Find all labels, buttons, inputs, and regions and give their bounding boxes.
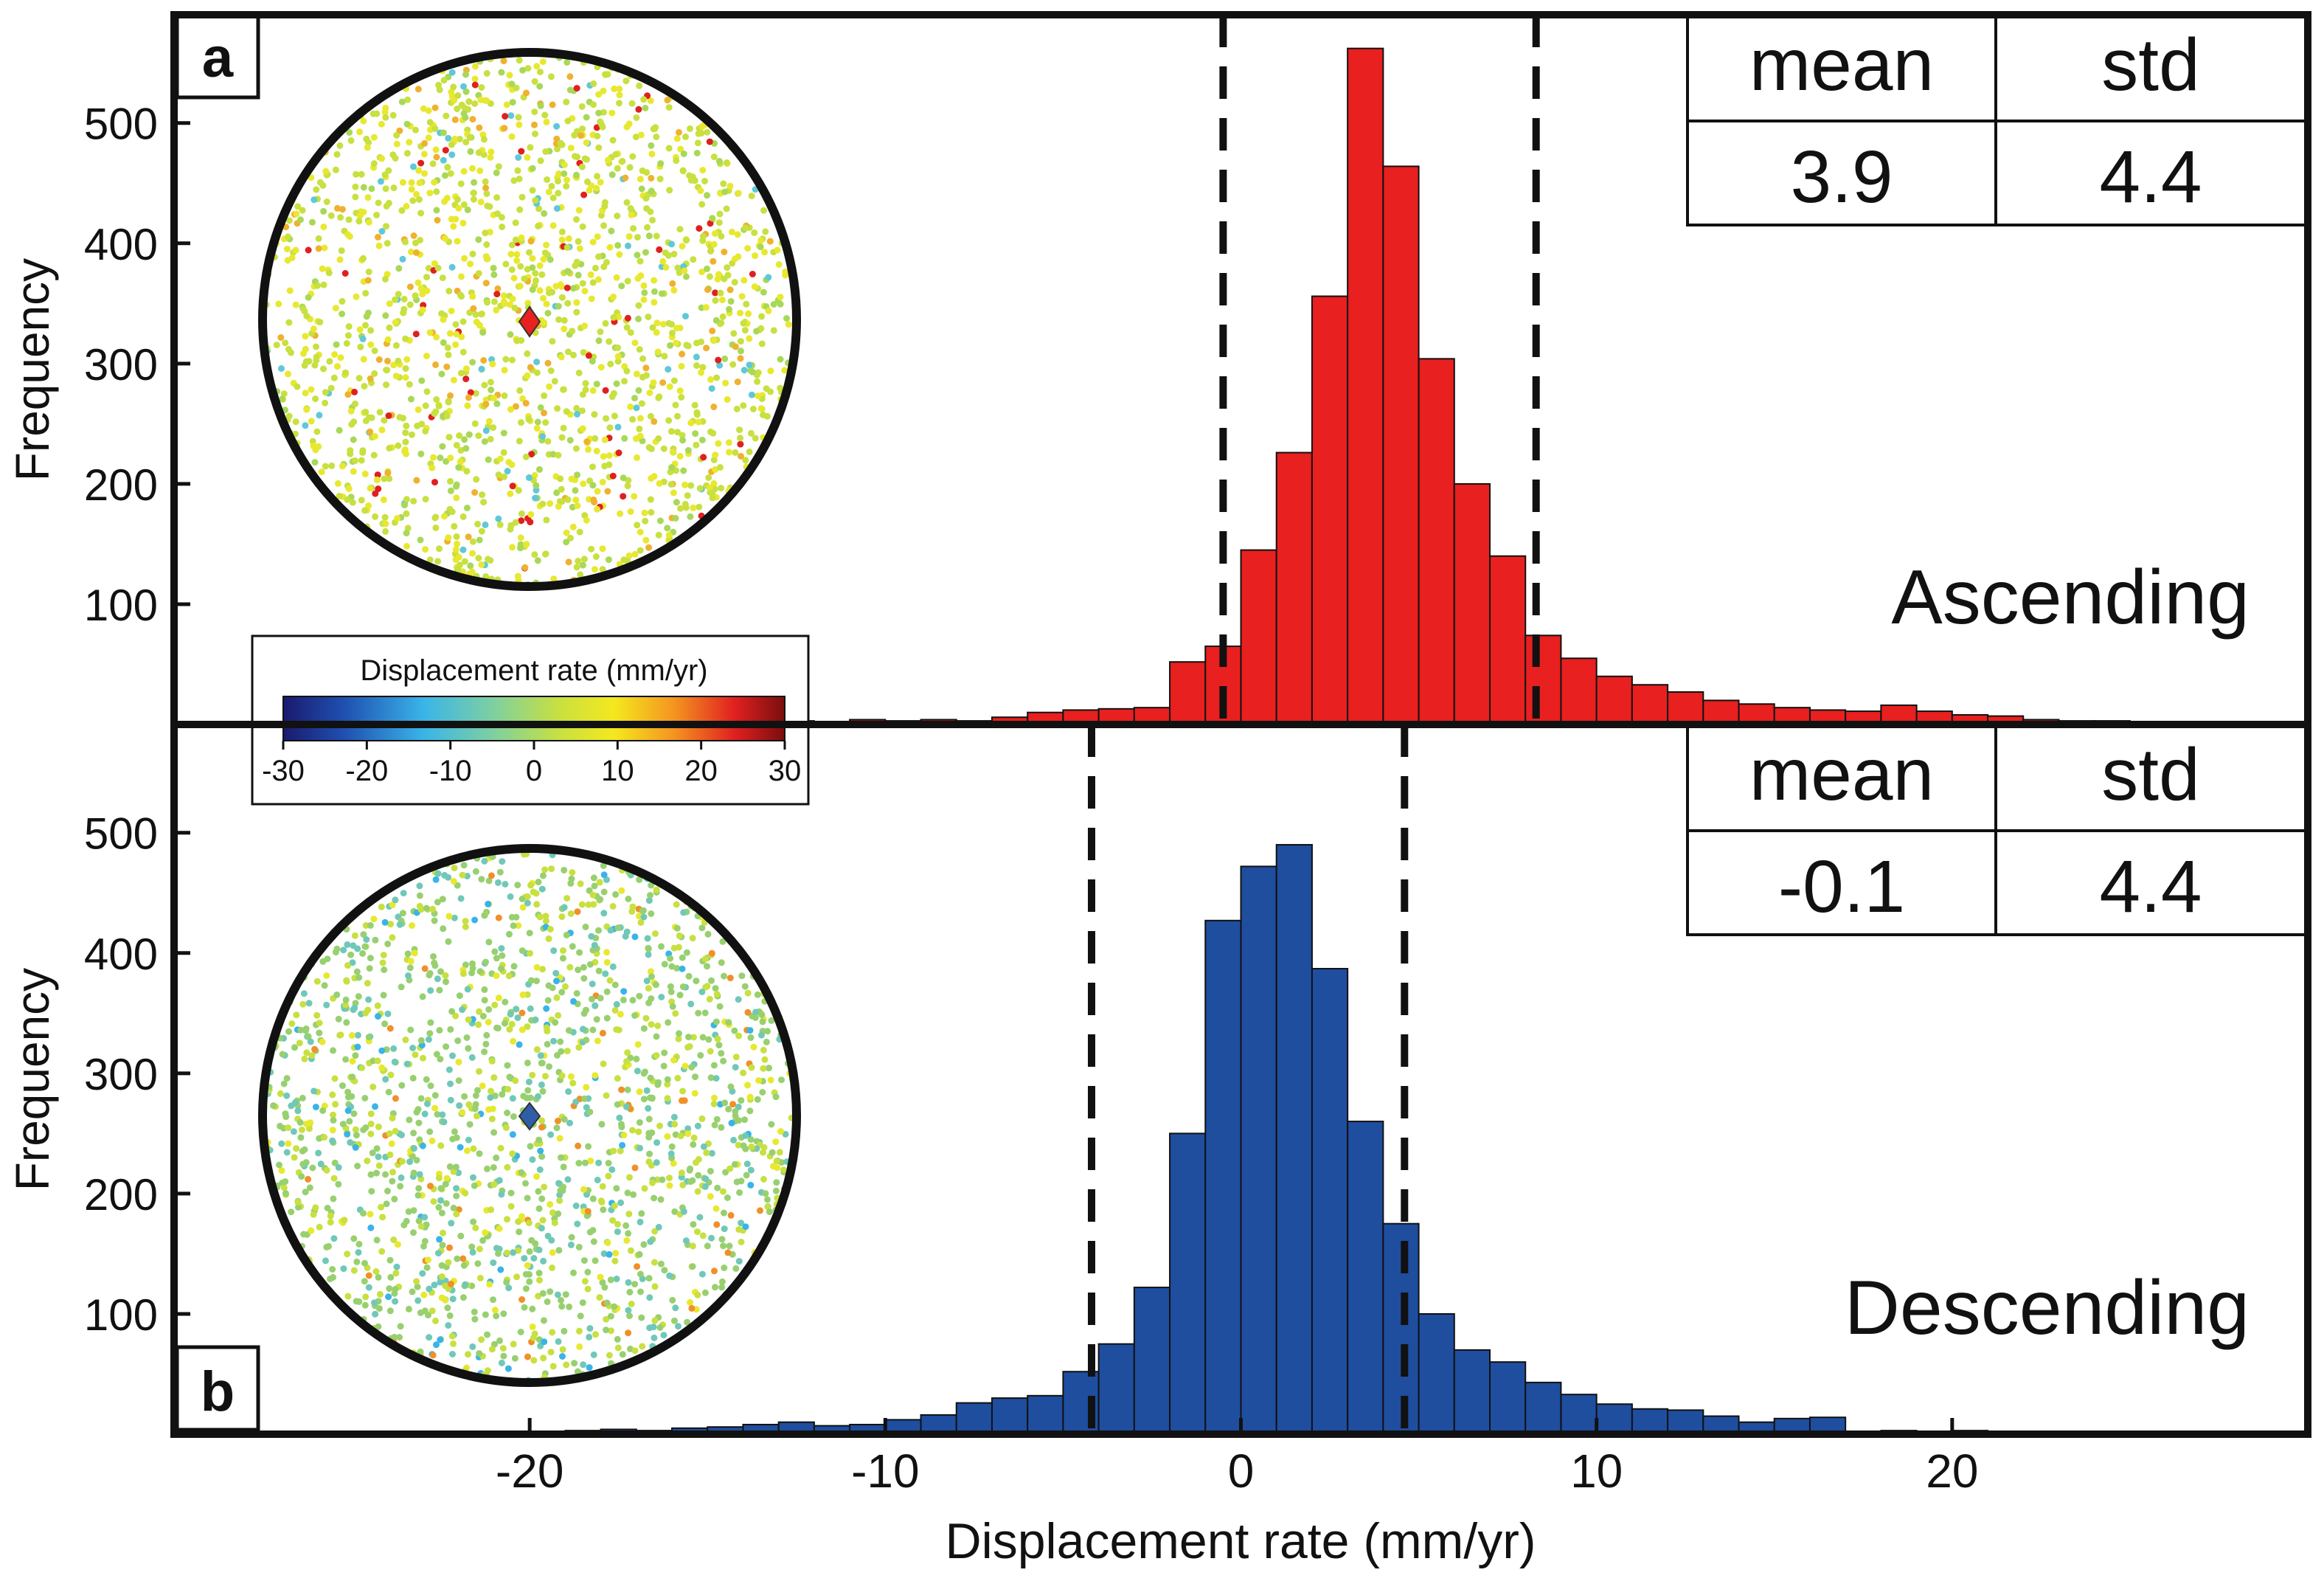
descending-bar: [1631, 1408, 1669, 1435]
ascending-y-tick-label: 200: [84, 460, 158, 510]
panel-label-b: b: [201, 1360, 235, 1423]
ascending-bar: [1347, 47, 1384, 725]
colorbar-tick-label: 10: [601, 755, 634, 787]
ascending-bar: [1382, 165, 1420, 725]
descending-inset-map: [258, 844, 801, 1387]
descending-bar: [1453, 1349, 1491, 1435]
ascending-bar: [1311, 295, 1349, 725]
descending-bar: [1560, 1394, 1598, 1436]
colorbar-tick-label: 30: [769, 755, 802, 787]
ascending-bar: [1275, 452, 1313, 725]
descending-bar: [1240, 865, 1277, 1435]
ascending-y-ticks: 100 200 300 400 500: [84, 100, 190, 630]
descending-bar: [1525, 1381, 1562, 1436]
x-axis-ticks: -20 -10 0 10 20: [496, 1418, 1978, 1498]
x-tick-label: 10: [1570, 1445, 1623, 1498]
colorbar-tick-label: -30: [262, 755, 305, 787]
panel-label-a: a: [202, 27, 234, 89]
descending-y-tick-label: 300: [84, 1050, 158, 1099]
colorbar-legend: Displacement rate (mm/yr) -30 -20 -10 0 10 20…: [251, 634, 810, 806]
ascending-std-lines: [1219, 15, 1540, 724]
ascending-bar: [1240, 549, 1277, 726]
descending-y-tick-label: 400: [84, 930, 158, 979]
ascending-label: Ascending: [1891, 555, 2250, 640]
panel-label-b-box: b: [175, 1345, 260, 1432]
ascending-std-header: std: [2101, 24, 2199, 106]
ascending-y-tick-label: 100: [84, 581, 158, 630]
ascending-bar: [1702, 699, 1740, 725]
ascending-y-tick-label: 300: [84, 340, 158, 390]
descending-bar: [1027, 1394, 1064, 1435]
ascending-bar: [1489, 555, 1527, 725]
descending-bar: [1418, 1312, 1455, 1435]
descending-mean-header: mean: [1749, 733, 1934, 816]
descending-y-tick-label: 100: [84, 1290, 158, 1340]
descending-std-lines: [1087, 724, 1409, 1434]
x-tick-label: 0: [1228, 1445, 1255, 1498]
colorbar-gradient: [282, 696, 785, 741]
ascending-bar: [1667, 691, 1704, 725]
descending-y-tick-label: 500: [84, 809, 158, 859]
descending-bar: [1489, 1361, 1527, 1435]
descending-bar: [1347, 1121, 1384, 1435]
descending-bar: [991, 1397, 1029, 1435]
ascending-inset-map: [258, 48, 801, 591]
x-tick-label: 20: [1926, 1445, 1978, 1498]
ascending-bar: [1631, 684, 1669, 726]
colorbar-tick-label: -10: [429, 755, 472, 787]
ascending-station-marker: [518, 305, 541, 338]
ascending-bar: [1560, 657, 1598, 725]
panel-label-a-box: a: [175, 13, 260, 100]
ascending-mean-header: mean: [1749, 24, 1934, 106]
descending-y-ticks: 100 200 300 400 500: [84, 809, 190, 1340]
ascending-y-tick-label: 500: [84, 100, 158, 149]
descending-std-value: 4.4: [2099, 845, 2202, 928]
ascending-bar: [1525, 634, 1562, 725]
ascending-bar: [1169, 661, 1207, 725]
descending-y-tick-label: 200: [84, 1170, 158, 1220]
descending-bar: [1097, 1343, 1135, 1436]
descending-bar: [1204, 919, 1242, 1435]
descending-bar: [955, 1402, 993, 1436]
ascending-stats-table: mean std 3.9 4.4: [1686, 13, 2307, 226]
colorbar-title: Displacement rate (mm/yr): [360, 654, 707, 687]
descending-mean-value: -0.1: [1778, 845, 1905, 928]
x-axis-label: Displacement rate (mm/yr): [945, 1513, 1536, 1569]
ascending-mean-value: 3.9: [1790, 136, 1893, 218]
ascending-bar: [1418, 358, 1455, 725]
descending-label: Descending: [1845, 1265, 2250, 1351]
ascending-y-axis-label: Frequency: [6, 258, 59, 481]
descending-station-marker: [518, 1101, 541, 1131]
descending-stats-table: mean std -0.1 4.4: [1686, 723, 2307, 936]
ascending-std-value: 4.4: [2099, 136, 2202, 218]
colorbar-tick-label: -20: [345, 755, 388, 787]
colorbar-tick-label: 0: [526, 755, 542, 787]
ascending-bar: [1453, 482, 1491, 725]
ascending-bar: [1595, 675, 1633, 725]
ascending-y-tick-label: 400: [84, 220, 158, 269]
descending-y-axis-label: Frequency: [6, 968, 59, 1191]
x-tick-label: -10: [851, 1445, 920, 1498]
descending-bar: [1133, 1287, 1171, 1436]
descending-bar: [1275, 844, 1313, 1436]
x-tick-label: -20: [496, 1445, 564, 1498]
colorbar-tick-label: 20: [684, 755, 718, 787]
descending-bar: [1169, 1132, 1207, 1436]
descending-bar: [1595, 1403, 1633, 1436]
descending-std-header: std: [2101, 733, 2199, 816]
descending-bar: [1311, 967, 1349, 1435]
